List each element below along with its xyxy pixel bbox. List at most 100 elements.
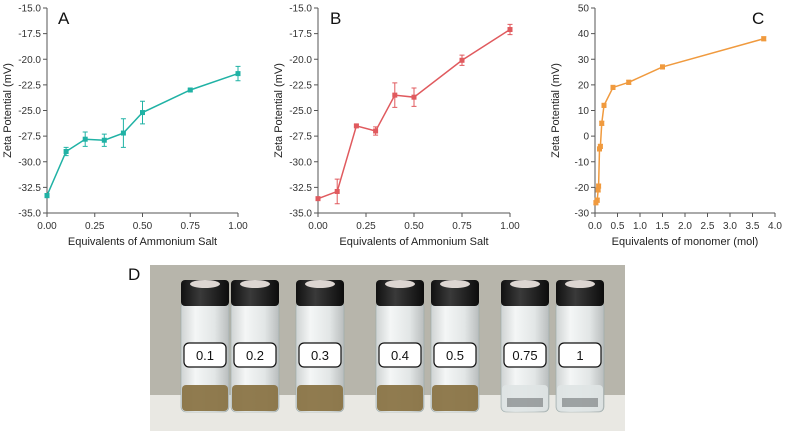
data-point: [596, 183, 602, 189]
data-point: [507, 27, 513, 33]
y-tick-label: 50: [578, 4, 590, 15]
x-tick-label: 1.00: [228, 221, 248, 232]
y-tick-label: -20: [575, 183, 590, 194]
y-axis-label: Zeta Potential (mV): [2, 63, 14, 158]
x-tick-label: 0.25: [85, 221, 105, 232]
y-tick-label: -10: [575, 157, 590, 168]
x-tick-label: 3.0: [723, 221, 737, 232]
x-tick-label: 0.0: [588, 221, 602, 232]
axes: [594, 8, 775, 214]
y-tick-label: 0: [583, 132, 589, 143]
y-axis-label: Zeta Potential (mV): [273, 63, 285, 158]
data-point: [411, 94, 417, 100]
y-tick-label: -32.5: [289, 183, 312, 194]
vial-liquid: [232, 385, 278, 411]
vial-septum: [440, 280, 470, 288]
y-tick-label: -15.0: [289, 4, 312, 15]
vial-label: 0.4: [391, 348, 409, 363]
y-tick-label: -17.5: [289, 29, 312, 40]
vial-septum: [385, 280, 415, 288]
x-tick-label: 4.0: [768, 221, 782, 232]
x-tick-label: 2.0: [678, 221, 692, 232]
data-line: [595, 38, 764, 204]
data-point: [597, 143, 603, 149]
y-tick-label: 10: [578, 106, 590, 117]
y-tick-label: -25.0: [289, 106, 312, 117]
data-point: [761, 36, 767, 42]
x-tick-label: 0.50: [133, 221, 153, 232]
data-point: [140, 110, 145, 116]
data-line: [317, 28, 511, 200]
data-point: [599, 120, 605, 126]
y-tick-label: -22.5: [18, 80, 41, 91]
vial-label: 0.1: [196, 348, 214, 363]
vial-tag: [503, 342, 547, 368]
data-point: [626, 79, 632, 85]
data-point: [610, 84, 616, 90]
vial-cap: [431, 280, 479, 306]
data-point: [187, 87, 193, 93]
vial-cap: [181, 280, 229, 306]
vial-cap: [296, 280, 344, 306]
vial-cap: [376, 280, 424, 306]
data-point: [459, 57, 465, 63]
vial-septum: [305, 280, 335, 288]
y-tick-label: -30.0: [289, 157, 312, 168]
axes: [317, 8, 510, 214]
data-point: [44, 193, 50, 199]
data-point: [82, 136, 88, 142]
y-tick-label: -20.0: [18, 55, 41, 66]
vial-liquid: [432, 385, 478, 411]
y-tick-label: 20: [578, 80, 590, 91]
y-tick-label: -15.0: [18, 4, 41, 15]
y-tick-label: -17.5: [18, 29, 41, 40]
y-tick-label: -30: [575, 209, 590, 220]
x-tick-label: 1.00: [500, 221, 520, 232]
data-point: [593, 200, 599, 206]
vial-residue: [507, 398, 543, 407]
data-point: [315, 196, 321, 202]
y-tick-label: -27.5: [289, 132, 312, 143]
vial-tag: [378, 342, 422, 368]
x-tick-label: 0.5: [611, 221, 625, 232]
panel-label: C: [752, 9, 764, 28]
data-point: [601, 102, 607, 108]
x-tick-label: 3.5: [746, 221, 760, 232]
data-point: [101, 137, 107, 143]
vial-label: 0.75: [512, 348, 537, 363]
x-axis-label: Equivalents of Ammonium Salt: [68, 236, 217, 248]
x-tick-label: 0.00: [37, 221, 57, 232]
vial-septum: [240, 280, 270, 288]
y-tick-label: -30.0: [18, 157, 41, 168]
vial-septum: [565, 280, 595, 288]
x-tick-label: 0.75: [452, 221, 472, 232]
data-point: [595, 187, 601, 193]
data-point: [63, 149, 69, 154]
vial-liquid: [377, 385, 423, 411]
panel-label: D: [128, 265, 140, 284]
data-point: [235, 71, 241, 77]
vial-tag: [433, 342, 477, 368]
data-point: [660, 64, 665, 70]
vial-tag: [183, 342, 227, 368]
y-axis-label: Zeta Potential (mV): [550, 63, 562, 158]
data-point: [334, 188, 340, 194]
vial-liquid: [182, 385, 228, 411]
vial-cap: [231, 280, 279, 306]
data-point: [594, 197, 600, 203]
y-tick-label: -22.5: [289, 80, 312, 91]
x-tick-label: 0.50: [404, 221, 424, 232]
data-point: [373, 128, 379, 134]
vial-septum: [510, 280, 540, 288]
vial-septum: [190, 280, 220, 288]
data-point: [353, 123, 359, 129]
data-point: [120, 130, 126, 136]
data-point: [392, 92, 398, 98]
vial-residue: [562, 398, 598, 407]
vial-cap: [556, 280, 604, 306]
y-tick-label: -32.5: [18, 183, 41, 194]
y-tick-label: 30: [578, 55, 590, 66]
vial-label: 0.5: [446, 348, 464, 363]
data-line: [46, 72, 239, 196]
vial-tag: [298, 342, 342, 368]
